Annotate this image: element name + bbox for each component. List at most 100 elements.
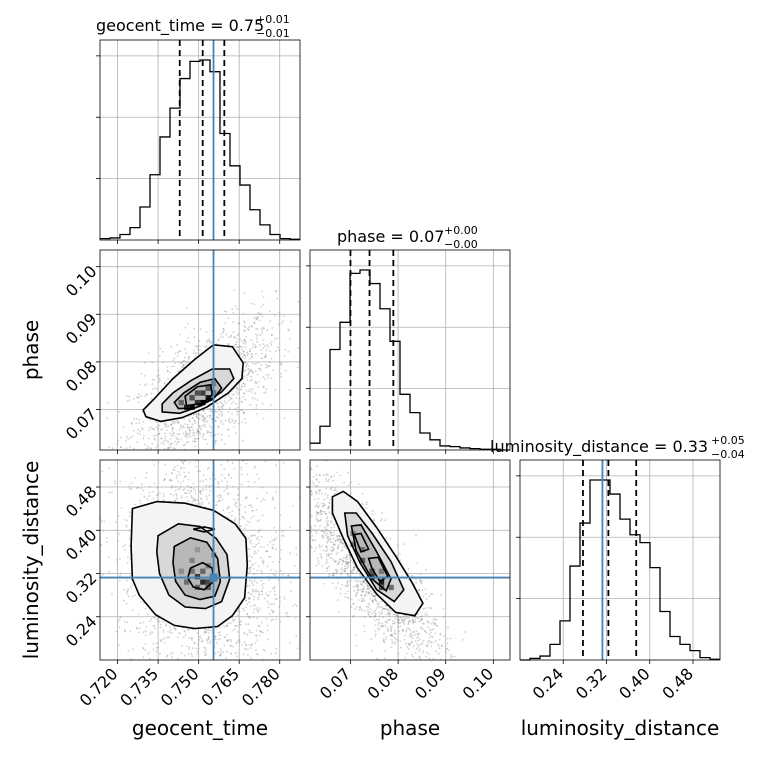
scatter-point <box>347 562 350 564</box>
scatter-point <box>407 648 410 651</box>
scatter-point <box>352 614 355 617</box>
scatter-point <box>342 561 345 564</box>
scatter-point <box>278 349 280 352</box>
scatter-point <box>147 708 149 710</box>
scatter-point <box>229 644 232 647</box>
scatter-point <box>136 627 138 629</box>
scatter-point <box>247 547 250 550</box>
scatter-point <box>233 345 236 347</box>
scatter-point <box>306 566 308 568</box>
scatter-point <box>115 559 118 561</box>
scatter-point <box>328 499 331 501</box>
scatter-point <box>259 334 261 336</box>
scatter-point <box>193 336 196 338</box>
scatter-point <box>272 543 275 546</box>
scatter-point <box>154 617 156 619</box>
scatter-point <box>318 481 321 484</box>
scatter-point <box>207 677 209 679</box>
scatter-point <box>249 631 251 634</box>
scatter-point <box>445 684 447 686</box>
scatter-point <box>341 542 344 544</box>
scatter-point <box>256 373 259 376</box>
scatter-point <box>217 339 220 342</box>
scatter-point <box>218 494 221 496</box>
scatter-point <box>169 424 172 426</box>
scatter-point <box>380 624 383 627</box>
scatter-point <box>242 395 245 398</box>
scatter-point <box>385 608 388 611</box>
scatter-point <box>421 651 424 654</box>
scatter-point <box>151 378 154 381</box>
scatter-point <box>123 447 125 449</box>
scatter-point <box>305 583 307 585</box>
scatter-point <box>248 560 251 563</box>
scatter-point <box>262 347 265 349</box>
scatter-point <box>308 499 310 501</box>
scatter-point <box>101 453 103 455</box>
scatter-point <box>194 499 197 501</box>
scatter-point <box>330 546 333 549</box>
scatter-point <box>231 420 234 422</box>
scatter-point <box>253 534 256 537</box>
scatter-point <box>127 595 130 598</box>
scatter-point <box>209 477 212 480</box>
scatter-point <box>242 312 245 315</box>
scatter-point <box>237 346 240 349</box>
scatter-point <box>270 334 273 336</box>
scatter-point <box>304 526 306 528</box>
scatter-point <box>249 379 252 382</box>
scatter-point <box>197 421 199 424</box>
scatter-point <box>374 612 377 615</box>
scatter-point <box>171 472 174 475</box>
scatter-point <box>251 356 253 358</box>
scatter-point <box>361 492 364 495</box>
scatter-point <box>234 625 236 627</box>
scatter-point <box>96 603 98 605</box>
scatter-point <box>258 313 261 316</box>
scatter-point <box>244 599 247 602</box>
scatter-point <box>130 658 132 660</box>
scatter-point <box>197 352 200 355</box>
scatter-point <box>235 343 238 346</box>
scatter-point <box>356 591 359 594</box>
density-cell <box>189 557 195 564</box>
scatter-point <box>381 624 384 627</box>
scatter-point <box>254 344 256 347</box>
scatter-point <box>157 461 160 464</box>
scatter-point <box>193 349 195 352</box>
x-tick-label: 0.09 <box>411 664 450 703</box>
scatter-point <box>238 518 241 521</box>
scatter-point <box>317 560 320 562</box>
scatter-point <box>144 395 147 397</box>
scatter-point <box>240 400 243 403</box>
scatter-point <box>218 408 221 411</box>
scatter-point <box>199 414 202 416</box>
scatter-point <box>282 320 285 322</box>
scatter-point <box>254 642 257 644</box>
scatter-point <box>198 430 201 433</box>
scatter-point <box>181 420 183 422</box>
scatter-point <box>330 553 333 556</box>
scatter-point <box>304 495 306 497</box>
scatter-point <box>421 642 424 645</box>
scatter-point <box>237 457 239 459</box>
scatter-point <box>227 428 230 431</box>
scatter-point <box>220 652 223 655</box>
scatter-point <box>176 437 179 440</box>
scatter-point <box>181 366 183 368</box>
scatter-point <box>205 652 208 655</box>
scatter-point <box>434 618 436 621</box>
x-tick-label: 0.08 <box>363 664 402 703</box>
scatter-point <box>255 588 257 591</box>
scatter-point <box>328 565 330 568</box>
scatter-point <box>220 496 223 498</box>
scatter-point <box>198 636 201 639</box>
scatter-point <box>266 600 268 603</box>
scatter-point <box>230 477 233 479</box>
scatter-point <box>162 684 164 686</box>
scatter-point <box>449 637 452 640</box>
scatter-point <box>206 339 209 342</box>
scatter-point <box>350 570 352 573</box>
scatter-point <box>217 339 220 341</box>
scatter-point <box>257 596 260 598</box>
